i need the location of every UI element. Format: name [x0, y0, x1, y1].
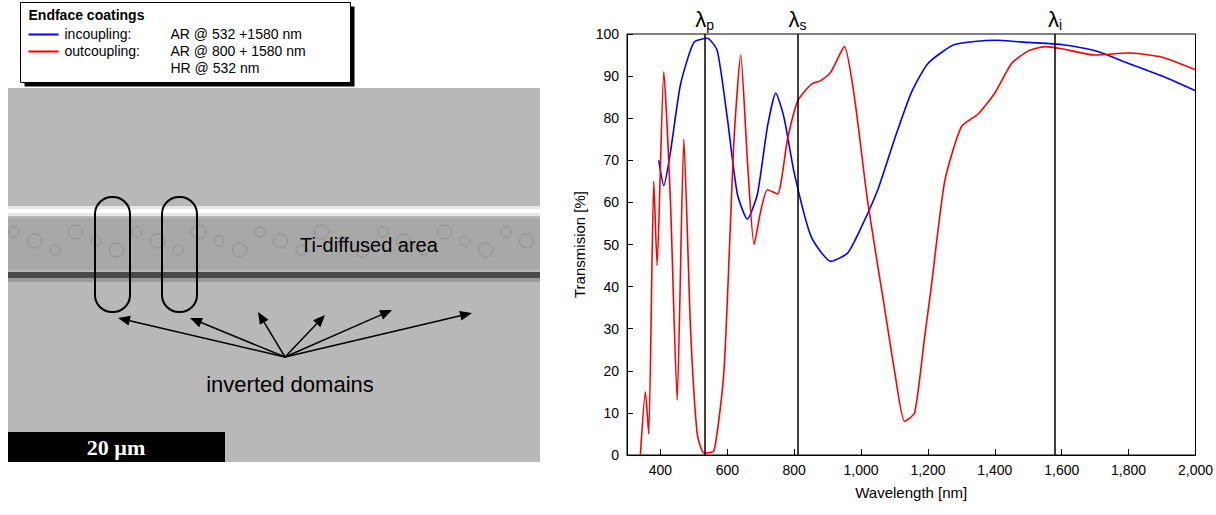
svg-text:1,400: 1,400: [977, 462, 1012, 478]
svg-text:600: 600: [716, 462, 740, 478]
svg-text:2,000: 2,000: [1178, 462, 1213, 478]
svg-text:AR @ 532 +1580 nm: AR @ 532 +1580 nm: [171, 26, 302, 42]
svg-text:20 µm: 20 µm: [87, 435, 146, 460]
svg-text:1,800: 1,800: [1111, 462, 1146, 478]
svg-text:30: 30: [603, 321, 619, 337]
svg-text:40: 40: [603, 279, 619, 295]
svg-text:20: 20: [603, 363, 619, 379]
svg-text:Transmision [%]: Transmision [%]: [571, 191, 588, 298]
svg-text:λ: λ: [1048, 7, 1059, 32]
svg-text:100: 100: [596, 26, 620, 42]
svg-text:λ: λ: [695, 7, 706, 32]
svg-text:80: 80: [603, 110, 619, 126]
svg-text:90: 90: [603, 68, 619, 84]
svg-text:Ti-diffused area: Ti-diffused area: [300, 234, 439, 256]
svg-text:inverted domains: inverted domains: [206, 372, 374, 397]
svg-text:1,600: 1,600: [1044, 462, 1079, 478]
svg-text:400: 400: [649, 462, 673, 478]
svg-text:1,200: 1,200: [910, 462, 945, 478]
svg-text:Wavelength [nm]: Wavelength [nm]: [855, 484, 967, 501]
svg-text:800: 800: [783, 462, 807, 478]
svg-text:AR @ 800 + 1580 nm: AR @ 800 + 1580 nm: [171, 43, 306, 59]
svg-text:60: 60: [603, 194, 619, 210]
svg-text:50: 50: [603, 237, 619, 253]
svg-text:p: p: [706, 17, 714, 33]
svg-text:0: 0: [611, 447, 619, 463]
svg-text:10: 10: [603, 405, 619, 421]
svg-text:HR @ 532 nm: HR @ 532 nm: [171, 60, 260, 76]
svg-text:70: 70: [603, 152, 619, 168]
svg-text:Endface coatings: Endface coatings: [29, 7, 145, 23]
svg-text:incoupling:: incoupling:: [65, 26, 132, 42]
svg-text:1,000: 1,000: [844, 462, 879, 478]
svg-text:s: s: [800, 17, 807, 33]
svg-text:λ: λ: [789, 7, 800, 32]
svg-text:outcoupling:: outcoupling:: [65, 43, 141, 59]
svg-text:i: i: [1059, 17, 1062, 33]
